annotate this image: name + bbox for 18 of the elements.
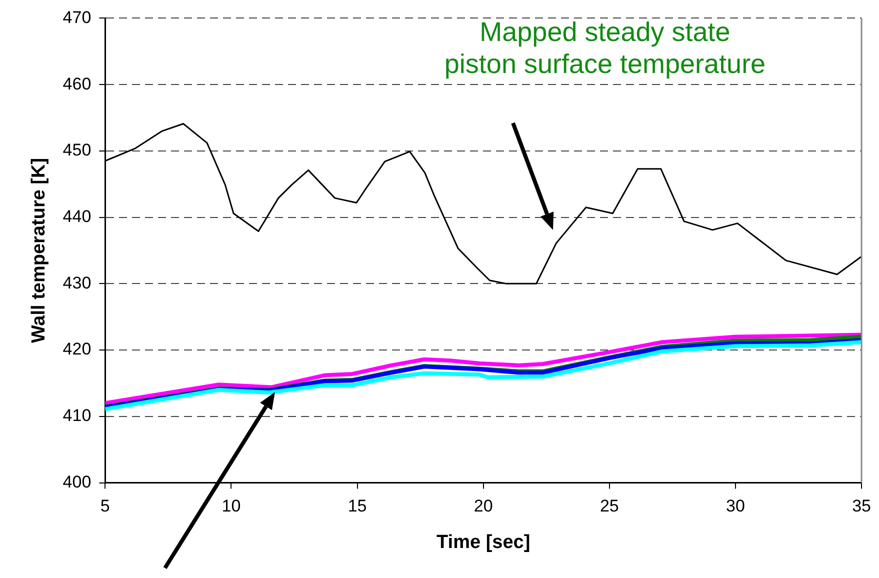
- y-axis-title: Wall temperature [K]: [28, 158, 50, 344]
- x-tick-label: 10: [222, 496, 241, 516]
- x-tick-label: 5: [100, 496, 110, 516]
- x-axis-title: Time [sec]: [436, 532, 530, 553]
- x-tick-label: 20: [474, 496, 493, 516]
- y-tick-label: 450: [62, 140, 92, 160]
- y-tick-label: 420: [62, 340, 92, 359]
- y-tick-label: 470: [62, 8, 92, 27]
- x-tick-label: 25: [600, 496, 619, 516]
- y-tick-label: 440: [62, 207, 92, 226]
- x-tick-label: 30: [726, 496, 745, 516]
- x-tick-label: 35: [852, 496, 872, 516]
- annotation: Mapped steady state piston surface temperature: [443, 16, 767, 80]
- x-tick-label: 15: [348, 496, 367, 516]
- y-tick-label: 400: [62, 472, 92, 492]
- y-tick-label: 430: [62, 273, 92, 292]
- y-tick-label: 410: [62, 406, 92, 426]
- y-tick-label: 460: [62, 74, 92, 94]
